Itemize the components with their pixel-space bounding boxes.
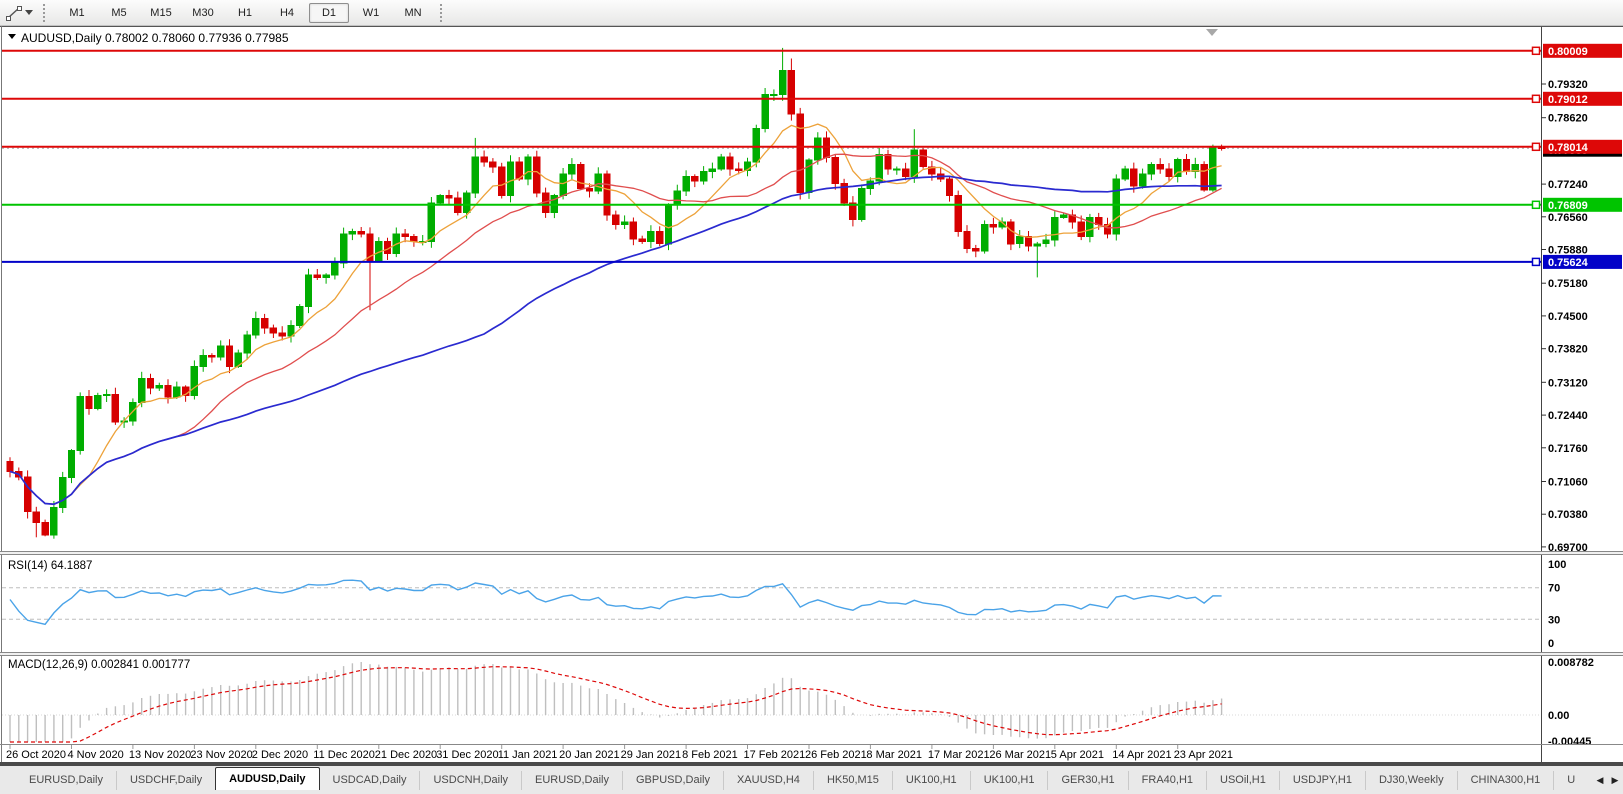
svg-text:0.71760: 0.71760	[1548, 443, 1588, 455]
chart-title: AUDUSD,Daily 0.78002 0.78060 0.77936 0.7…	[21, 31, 289, 45]
svg-text:17 Feb 2021: 17 Feb 2021	[744, 749, 806, 761]
timeframe-button-M15[interactable]: M15	[150, 6, 172, 19]
svg-text:0.80009: 0.80009	[1548, 46, 1588, 58]
tab-EURUSD-Daily[interactable]: EURUSD,Daily	[29, 774, 103, 786]
svg-text:23 Apr 2021: 23 Apr 2021	[1174, 749, 1233, 761]
price-axis: 0.79320 0.78620 0.77240 0.76560 0.75880 0.751…	[1531, 26, 1623, 762]
svg-text:0.75180: 0.75180	[1548, 278, 1588, 290]
svg-text:21 Dec 2020: 21 Dec 2020	[375, 749, 437, 761]
top-toolbar: M1 M5 M15 M30 H1 H4 D1 W1 MN	[0, 0, 1623, 26]
svg-text:14 Apr 2021: 14 Apr 2021	[1112, 749, 1171, 761]
svg-text:26 Mar 2021: 26 Mar 2021	[989, 749, 1051, 761]
svg-text:11 Jan 2021: 11 Jan 2021	[498, 749, 558, 761]
price-chart-surface[interactable]: 0.79320 0.78620 0.77240 0.76560 0.75880 0.751…	[0, 26, 1623, 766]
svg-text:0.78014: 0.78014	[1548, 142, 1589, 154]
crosshair-tool-icon[interactable]	[3, 3, 25, 23]
svg-text:17 Mar 2021: 17 Mar 2021	[928, 749, 990, 761]
tab-USDCAD-Daily[interactable]: USDCAD,Daily	[332, 774, 407, 786]
toolbar-grip	[43, 3, 50, 22]
tab-AUDUSD-Daily[interactable]: AUDUSD,Daily	[215, 767, 320, 790]
svg-text:0.73120: 0.73120	[1548, 377, 1588, 389]
tab-USDCNH-Daily[interactable]: USDCNH,Daily	[419, 771, 521, 790]
svg-text:0.79012: 0.79012	[1548, 94, 1588, 106]
svg-text:30: 30	[1548, 614, 1560, 626]
svg-text:23 Nov 2020: 23 Nov 2020	[190, 749, 252, 761]
tab-DJ30-Weekly[interactable]: DJ30,Weekly	[1364, 771, 1457, 790]
svg-text:0.75624: 0.75624	[1548, 257, 1589, 269]
svg-text:13 Nov 2020: 13 Nov 2020	[129, 749, 191, 761]
tab-EURUSD-Daily[interactable]: EURUSD,Daily	[521, 771, 622, 790]
svg-text:26 Oct 2020: 26 Oct 2020	[6, 749, 66, 761]
rsi-label: RSI(14) 64.1887	[8, 560, 92, 572]
tab-CHINA300-H1[interactable]: CHINA300,H1	[1456, 771, 1554, 790]
svg-text:4 Nov 2020: 4 Nov 2020	[68, 749, 124, 761]
svg-text:0.79320: 0.79320	[1548, 79, 1588, 91]
svg-text:-0.00445: -0.00445	[1548, 736, 1591, 748]
status-strip	[0, 790, 1623, 794]
svg-text:20 Jan 2021: 20 Jan 2021	[559, 749, 620, 761]
svg-text:8 Mar 2021: 8 Mar 2021	[866, 749, 922, 761]
tab-USDJPY-H1[interactable]: USDJPY,H1	[1278, 771, 1365, 790]
tab-scroll-arrows: ◀ ▶	[1590, 773, 1621, 787]
timeframe-button-group: M1 M5 M15 M30 H1 H4 D1 W1 MN	[56, 0, 434, 26]
tab-FRA40-H1[interactable]: FRA40,H1	[1127, 771, 1206, 790]
tab-GBPUSD-Daily[interactable]: GBPUSD,Daily	[622, 771, 723, 790]
timeframe-button-H1[interactable]: H1	[237, 6, 253, 19]
mid-ma-line	[9, 153, 1222, 505]
svg-text:29 Jan 2021: 29 Jan 2021	[621, 749, 682, 761]
svg-text:5 Apr 2021: 5 Apr 2021	[1051, 749, 1104, 761]
svg-text:0.73820: 0.73820	[1548, 344, 1588, 356]
svg-text:0.72440: 0.72440	[1548, 410, 1588, 422]
timeframe-button-D1[interactable]: D1	[309, 2, 349, 23]
svg-text:0.78620: 0.78620	[1548, 113, 1588, 125]
timeframe-button-M5[interactable]: M5	[111, 6, 127, 19]
chart-title-caret-icon[interactable]	[8, 34, 16, 39]
timeframe-button-M30[interactable]: M30	[192, 6, 214, 19]
chart-window: 0.79320 0.78620 0.77240 0.76560 0.75880 0.751…	[0, 26, 1623, 766]
svg-text:0.71060: 0.71060	[1548, 477, 1588, 489]
toolbar-dropdown-caret-icon[interactable]	[25, 10, 33, 15]
svg-text:11 Dec 2020: 11 Dec 2020	[313, 749, 375, 761]
svg-text:31 Dec 2020: 31 Dec 2020	[436, 749, 498, 761]
svg-text:70: 70	[1548, 583, 1560, 595]
timeframe-button-H4[interactable]: H4	[279, 6, 295, 19]
tab-UK100-H1[interactable]: UK100,H1	[891, 771, 970, 790]
svg-text:8 Feb 2021: 8 Feb 2021	[682, 749, 738, 761]
svg-text:0.008782: 0.008782	[1548, 657, 1594, 669]
timeframe-button-W1[interactable]: W1	[362, 6, 380, 19]
chart-tabs: EURUSD,Daily USDCHF,Daily AUDUSD,Daily USDC…	[16, 766, 1588, 790]
tab-U[interactable]: U	[1553, 771, 1588, 790]
svg-text:0.74500: 0.74500	[1548, 311, 1588, 323]
svg-text:0.76809: 0.76809	[1548, 200, 1588, 212]
timeframe-button-MN[interactable]: MN	[404, 6, 422, 19]
chart-tab-bar: EURUSD,Daily USDCHF,Daily AUDUSD,Daily USDC…	[0, 766, 1623, 790]
tab-GER30-H1[interactable]: GER30,H1	[1047, 771, 1127, 790]
macd-label: MACD(12,26,9) 0.002841 0.001777	[8, 659, 190, 671]
tab-scroll-left-icon[interactable]: ◀	[1596, 775, 1604, 785]
svg-text:0: 0	[1548, 638, 1554, 650]
toolbar-grip-2	[440, 3, 447, 22]
fast-ma-line	[9, 123, 1222, 505]
svg-text:0.70380: 0.70380	[1548, 509, 1588, 521]
tab-USOil-H1[interactable]: USOil,H1	[1206, 771, 1279, 790]
svg-text:0.75880: 0.75880	[1548, 245, 1588, 257]
tab-UK100-H1[interactable]: UK100,H1	[969, 771, 1048, 790]
chart-shift-marker-icon[interactable]	[1206, 29, 1218, 36]
tab-scroll-right-icon[interactable]: ▶	[1611, 775, 1619, 785]
chart-frame: 26 Oct 2020 4 Nov 2020 13 Nov 2020 23 Nov 2…	[0, 26, 1623, 766]
svg-text:0.69700: 0.69700	[1548, 542, 1588, 554]
tab-HK50-M15[interactable]: HK50,M15	[812, 771, 892, 790]
chart-content	[0, 26, 1623, 766]
tab-USDCHF-Daily[interactable]: USDCHF,Daily	[115, 771, 215, 790]
svg-text:100: 100	[1548, 559, 1566, 571]
svg-text:26 Feb 2021: 26 Feb 2021	[805, 749, 867, 761]
svg-text:0.77240: 0.77240	[1548, 179, 1588, 191]
svg-text:0.76560: 0.76560	[1548, 212, 1588, 224]
crosshair-tool-glyph	[6, 5, 22, 21]
timeframe-button-M1[interactable]: M1	[69, 6, 85, 19]
svg-text:2 Dec 2020: 2 Dec 2020	[252, 749, 308, 761]
tab-XAUUSD-H4[interactable]: XAUUSD,H4	[722, 771, 813, 790]
svg-text:0.00: 0.00	[1548, 710, 1569, 722]
